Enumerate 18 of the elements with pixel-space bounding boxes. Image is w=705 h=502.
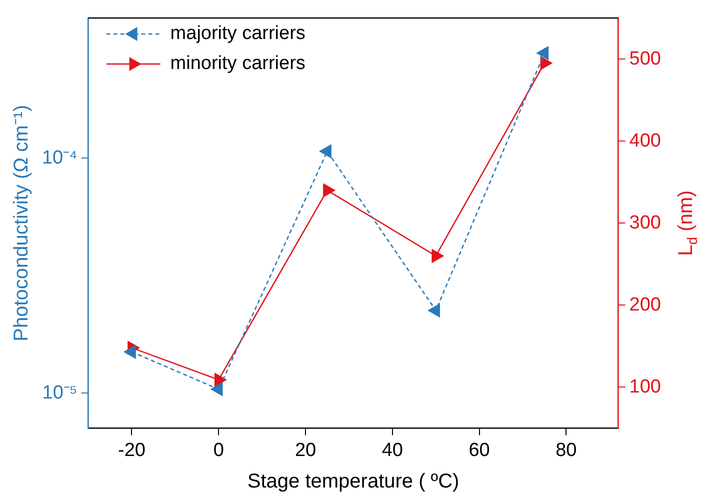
x-tick-label: 0 xyxy=(213,440,224,461)
x-tick-label: 80 xyxy=(556,440,577,461)
y-axis-title: Photoconductivity (Ω cm⁻¹) xyxy=(10,104,33,342)
y-tick-label: 10⁻⁵ xyxy=(42,382,78,404)
x-tick-label: -20 xyxy=(118,440,146,461)
x-tick-label: 20 xyxy=(294,440,316,461)
x-tick-label: 60 xyxy=(468,440,490,461)
y2-axis-title: Ld (nm) xyxy=(675,190,700,256)
y2-tick-label: 300 xyxy=(629,212,661,234)
x-tick-label: 40 xyxy=(382,440,403,461)
y2-tick-label: 200 xyxy=(629,294,661,316)
legend-label: minority carriers xyxy=(170,53,306,74)
y2-tick-label: 100 xyxy=(629,376,661,398)
y-tick-label: 10⁻⁴ xyxy=(42,147,78,168)
y2-tick-label: 400 xyxy=(629,130,661,152)
x-axis-title: Stage temperature ( ºC) xyxy=(247,470,460,493)
y2-tick-label: 500 xyxy=(629,48,661,70)
legend-label: majority carriers xyxy=(170,23,306,44)
